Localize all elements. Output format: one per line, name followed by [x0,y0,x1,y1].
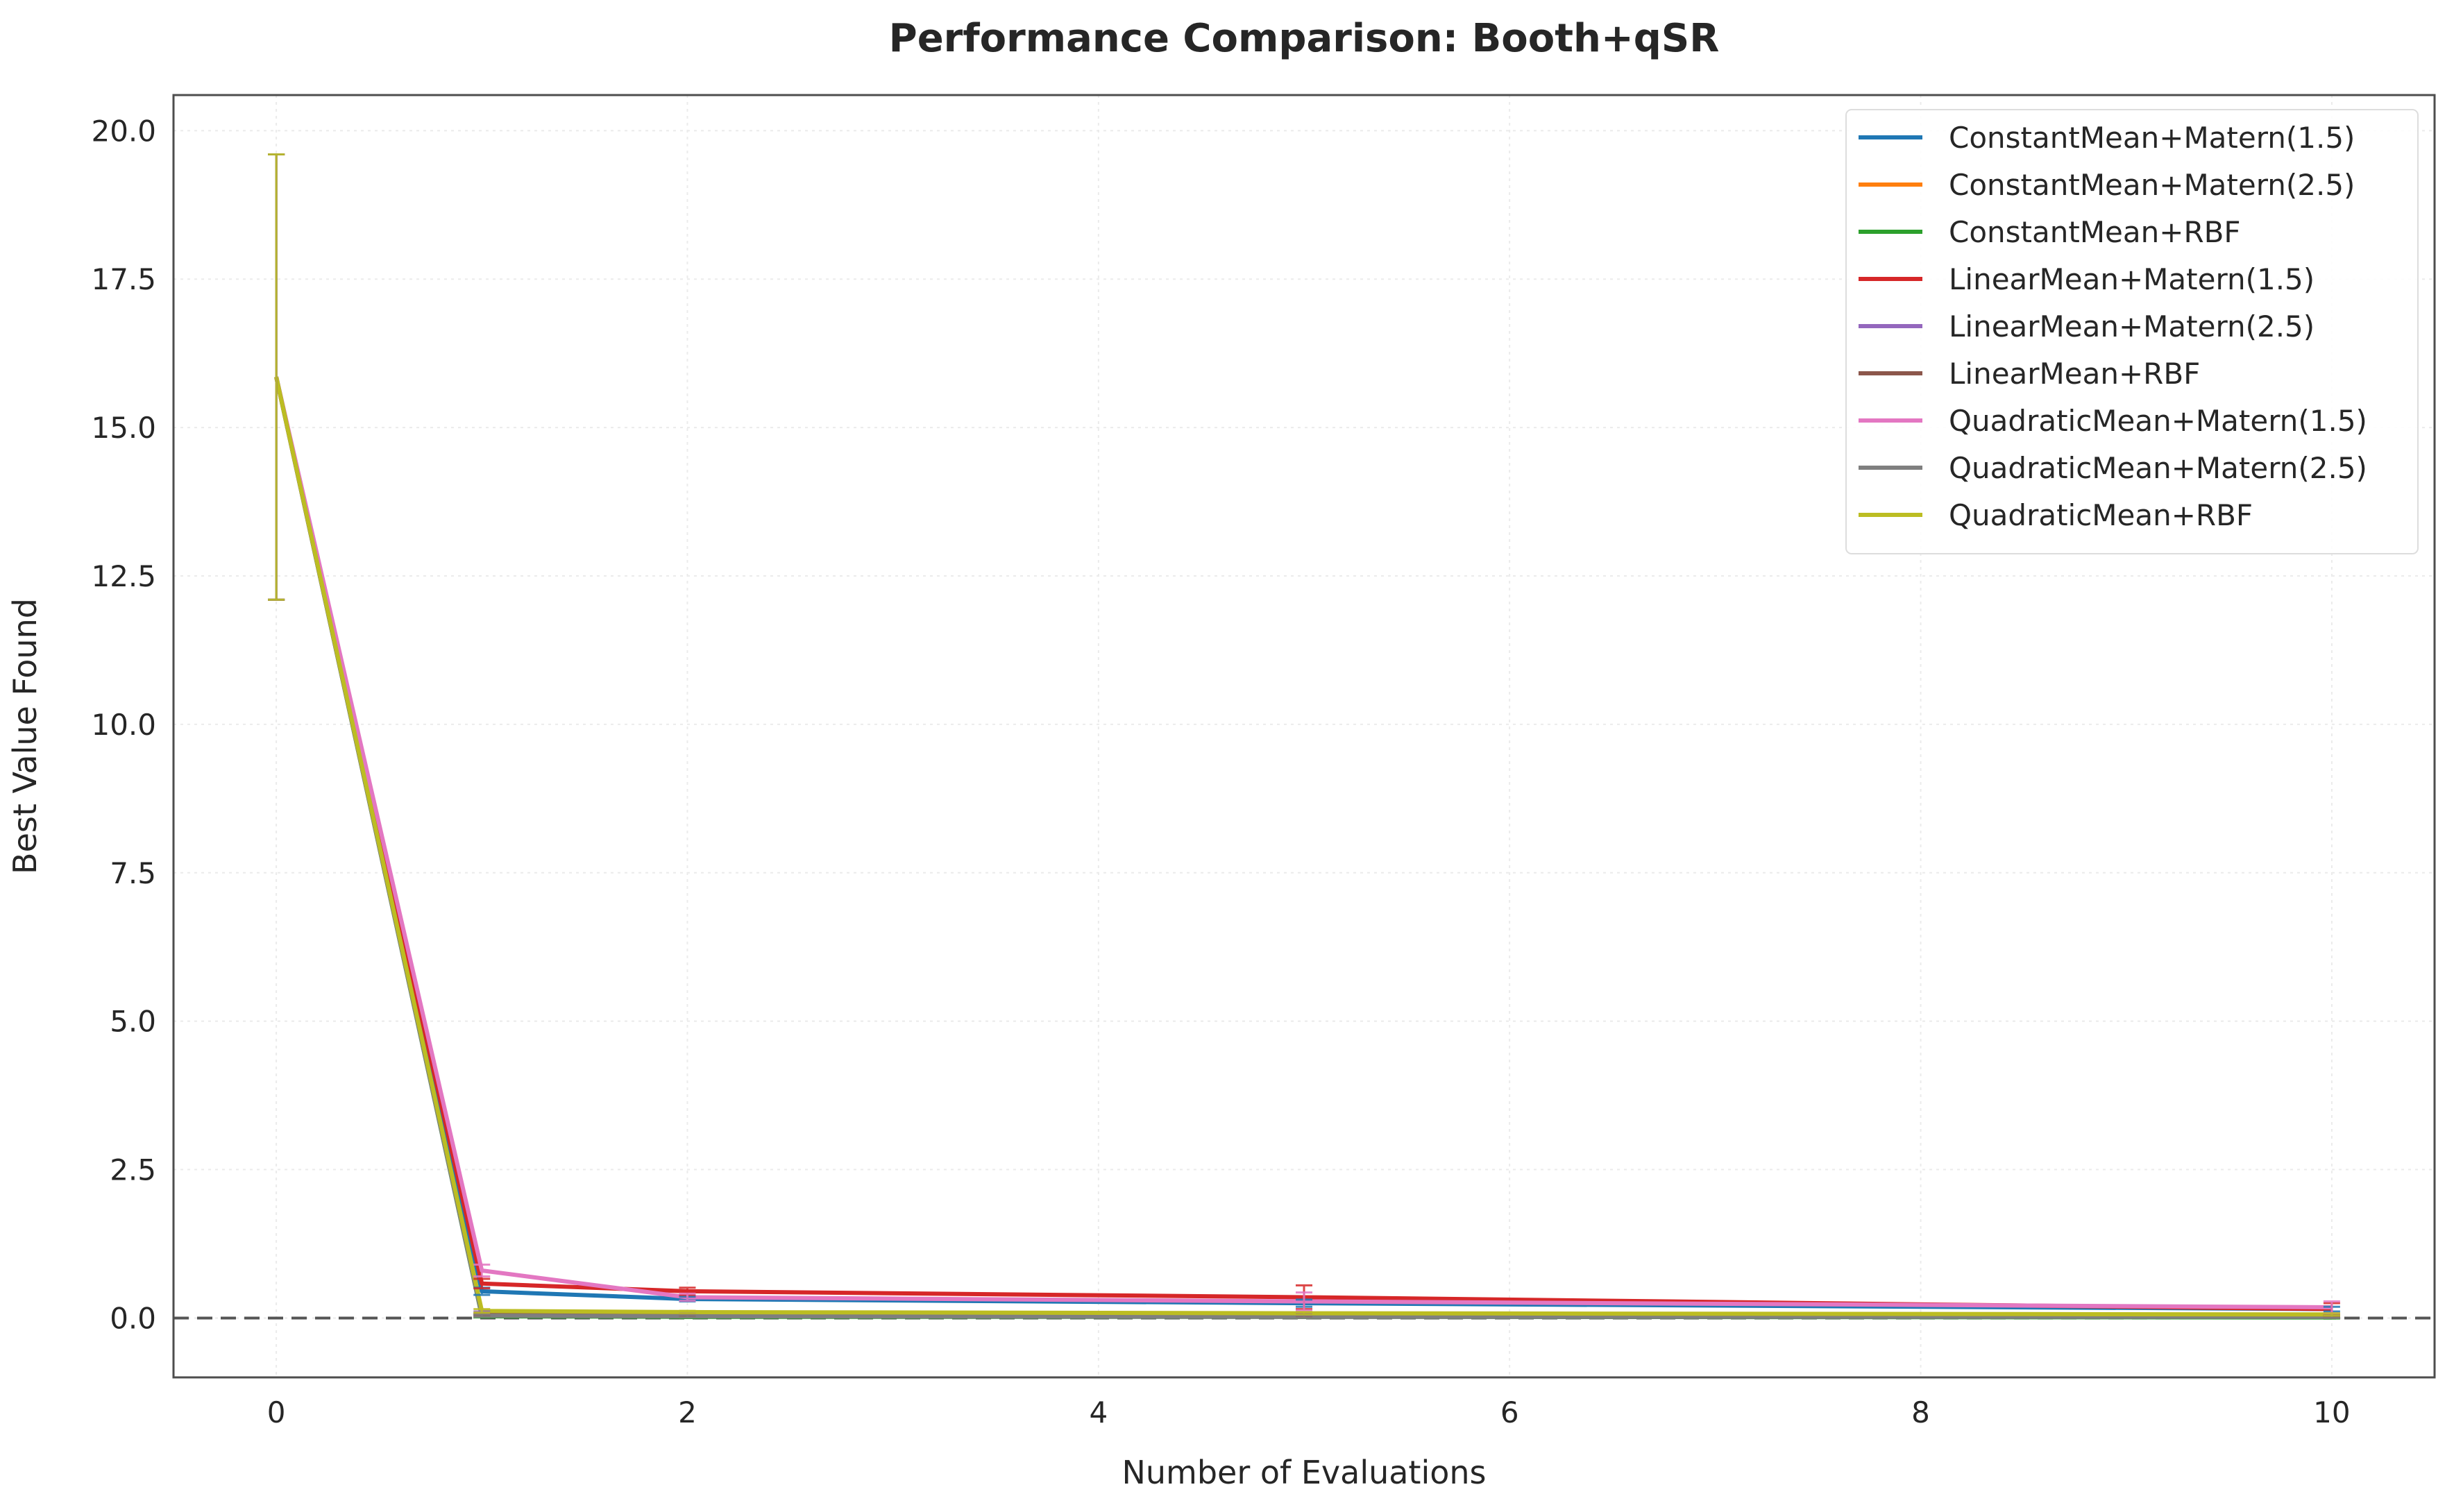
y-tick-label: 2.5 [110,1153,156,1187]
legend-label: QuadraticMean+RBF [1949,498,2253,532]
y-tick-label: 15.0 [91,411,156,445]
y-tick-label: 0.0 [110,1301,156,1335]
error-bar [473,1277,491,1290]
y-axis-ticks: 0.0 2.5 5.0 7.5 10.0 12.5 15.0 17.5 20.0 [91,114,156,1335]
legend-label: LinearMean+Matern(2.5) [1949,309,2315,343]
x-tick-label: 8 [1911,1395,1930,1429]
plot-frame [172,94,2436,1379]
legend-label: LinearMean+Matern(1.5) [1949,262,2315,296]
x-tick-label: 10 [2313,1395,2350,1429]
error-bar [1296,1291,1312,1311]
legend-label: QuadraticMean+Matern(1.5) [1949,404,2367,438]
x-tick-label: 6 [1500,1395,1519,1429]
legend-label: ConstantMean+Matern(1.5) [1949,121,2355,155]
legend-box [1845,109,2419,554]
y-tick-label: 20.0 [91,114,156,148]
error-bar [679,1309,696,1315]
y-tick-label: 17.5 [91,262,156,296]
y-axis-label: Best Value Found [6,598,44,874]
error-bar [268,153,285,601]
error-bar [473,1313,491,1318]
x-tick-label: 4 [1089,1395,1108,1429]
legend-label: ConstantMean+Matern(2.5) [1949,168,2355,202]
y-tick-label: 5.0 [110,1005,156,1039]
y-tick-label: 10.0 [91,708,156,742]
error-bar [473,1263,491,1278]
error-bar [1296,1311,1312,1316]
error-bar [2323,1312,2340,1317]
x-tick-label: 2 [678,1395,697,1429]
error-bar [1296,1314,1312,1319]
x-axis-label: Number of Evaluations [1122,1454,1486,1491]
x-tick-label: 0 [267,1395,286,1429]
legend-label: LinearMean+RBF [1949,357,2200,391]
legend-label: ConstantMean+RBF [1949,215,2241,249]
x-axis-ticks: 0 2 4 6 8 10 [267,1395,2351,1429]
error-bar [679,1292,696,1302]
legend-label: QuadraticMean+Matern(2.5) [1949,451,2367,485]
y-tick-label: 7.5 [110,856,156,890]
chart-title: Performance Comparison: Booth+qSR [889,16,1720,61]
error-bar [679,1314,696,1319]
legend: ConstantMean+Matern(1.5) ConstantMean+Mat… [1845,109,2419,554]
y-tick-label: 12.5 [91,559,156,593]
error-bar-layer [268,153,2340,1320]
error-bar [473,1308,491,1314]
